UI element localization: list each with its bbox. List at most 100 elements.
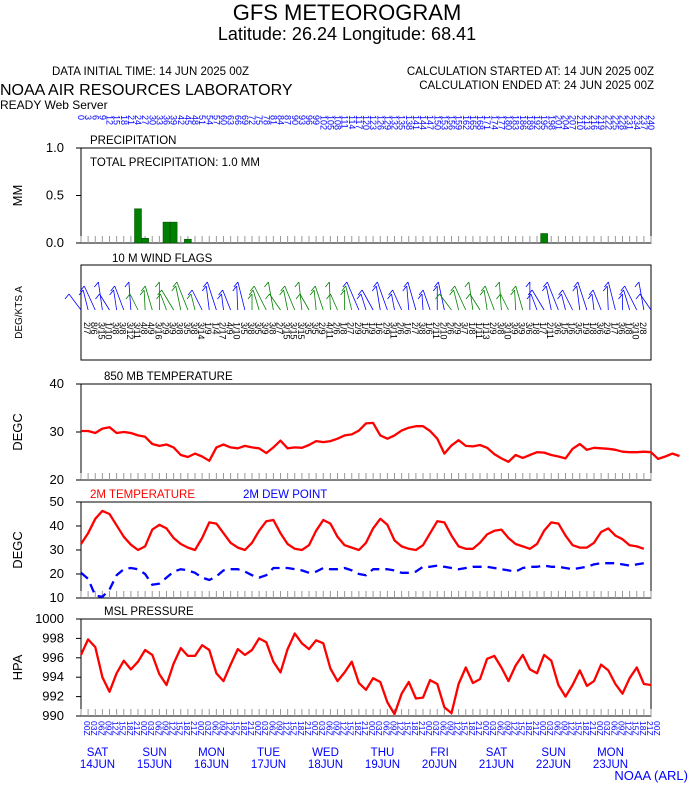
utc-label: 21Z [303,721,313,736]
hour-label: 3 [83,115,93,120]
precip-bar [162,221,171,244]
utc-label: 21Z [417,721,427,736]
utc-label: 06Z [495,721,505,736]
panel-title: PRECIPITATION [90,135,176,147]
utc-label: 15Z [517,721,527,736]
hour-label: 213 [582,115,592,130]
wind-barb [187,289,193,296]
hour-label: 42 [176,115,186,125]
wind-label: 2/7 [346,322,356,335]
wind-flag [454,285,467,311]
wind-label: 2/17 [217,322,227,340]
hour-label: 162 [461,115,471,130]
hour-label: 177 [496,115,506,130]
hour-label: 228 [618,115,628,130]
chart-title: GFS METEOROGRAM [232,0,462,25]
panel-frame-4 [80,618,652,717]
wind-flag [484,285,495,311]
wind-barb [280,285,286,292]
day-date: 21JUN [479,759,514,771]
wind-label: 3/8 [495,322,505,335]
dewpoint-line [80,562,645,598]
panel-frame-1 [80,264,652,361]
day-of-week: SUN [142,747,166,759]
utc-label: 21Z [474,721,484,736]
y-tick-label: 990 [42,708,64,723]
y-tick-label: 0.0 [46,235,64,250]
hour-label: 129 [382,115,392,130]
wind-flag [191,289,203,311]
wind-flag [483,289,488,311]
wind-label: 3/8 [417,322,427,335]
wind-flag [606,285,609,311]
wind-label: 1/8 [588,322,598,335]
wind-barb [265,293,270,300]
hour-label: 36 [162,115,172,125]
utc-label: 15Z [403,721,413,736]
y-tick-label: 1.0 [46,140,64,155]
wind-label: 1/5 [360,322,370,335]
wind-label: 2/9 [453,322,463,335]
wind-label: 2/7 [410,322,420,335]
precip-bar [169,221,178,244]
wind-flag [515,285,524,311]
wind-label: 1/6 [424,322,434,335]
panel-ticks-2 [80,473,652,480]
hour-label: 153 [439,115,449,130]
utc-label: 03Z [89,721,99,736]
day-date: 16JUN [194,759,229,771]
panel-title: 850 MB TEMPERATURE [104,371,233,383]
pressure-line [79,632,652,716]
wind-label: 2/9 [602,322,612,335]
calc-started: CALCULATION STARTED AT: 14 JUN 2025 00Z [406,66,654,78]
hour-label: 93 [297,115,307,125]
wind-barb [465,293,471,300]
wind-barb [247,293,253,300]
hour-label: 0 [76,115,86,120]
wind-label: 3/5 [574,322,584,335]
wind-flag [391,293,395,311]
wind-label: 1/5 [559,322,569,335]
utc-label: 12Z [111,721,121,736]
wind-flag [143,289,146,311]
utc-label: 03Z [260,721,270,736]
wind-barb [78,289,84,296]
utc-label: 09Z [217,721,227,736]
day-date: 23JUN [593,759,628,771]
wind-barb [388,289,393,296]
day-date: 19JUN [365,759,400,771]
utc-label: 03Z [146,721,156,736]
wind-flag [361,289,374,311]
wind-barb [558,289,563,296]
utc-label: 18Z [524,721,534,736]
utc-label: 06Z [609,721,619,736]
wind-flag [206,281,217,311]
utc-label: 09Z [331,721,341,736]
hour-label: 237 [639,115,649,130]
y-tick-label: 50 [50,494,64,509]
wind-label: 2/7 [82,322,92,335]
hour-label: 144 [418,115,428,130]
wind-barb [94,281,99,288]
wind-flag [314,285,324,311]
wind-barb [341,285,347,292]
wind-barb [172,281,178,288]
wind-label: 2/7 [274,322,284,335]
wind-label: 3/5 [310,322,320,335]
wind-barb [218,289,223,296]
hour-label: 27 [140,115,150,125]
utc-label: 00Z [538,721,548,736]
hour-label: 105 [325,115,335,130]
wind-label: 3/8 [175,322,185,335]
day-of-week: THU [371,747,395,759]
utc-label: 06Z [324,721,334,736]
wind-label: 3/8 [246,322,256,335]
utc-label: 00Z [310,721,320,736]
panel-ticks-3 [80,591,652,598]
panel-frame-2 [80,383,652,481]
day-of-week: SAT [87,747,109,759]
utc-label: 06Z [381,721,391,736]
hour-label: 51 [197,115,207,125]
wind-barb [232,285,238,292]
wind-barb [139,289,145,296]
